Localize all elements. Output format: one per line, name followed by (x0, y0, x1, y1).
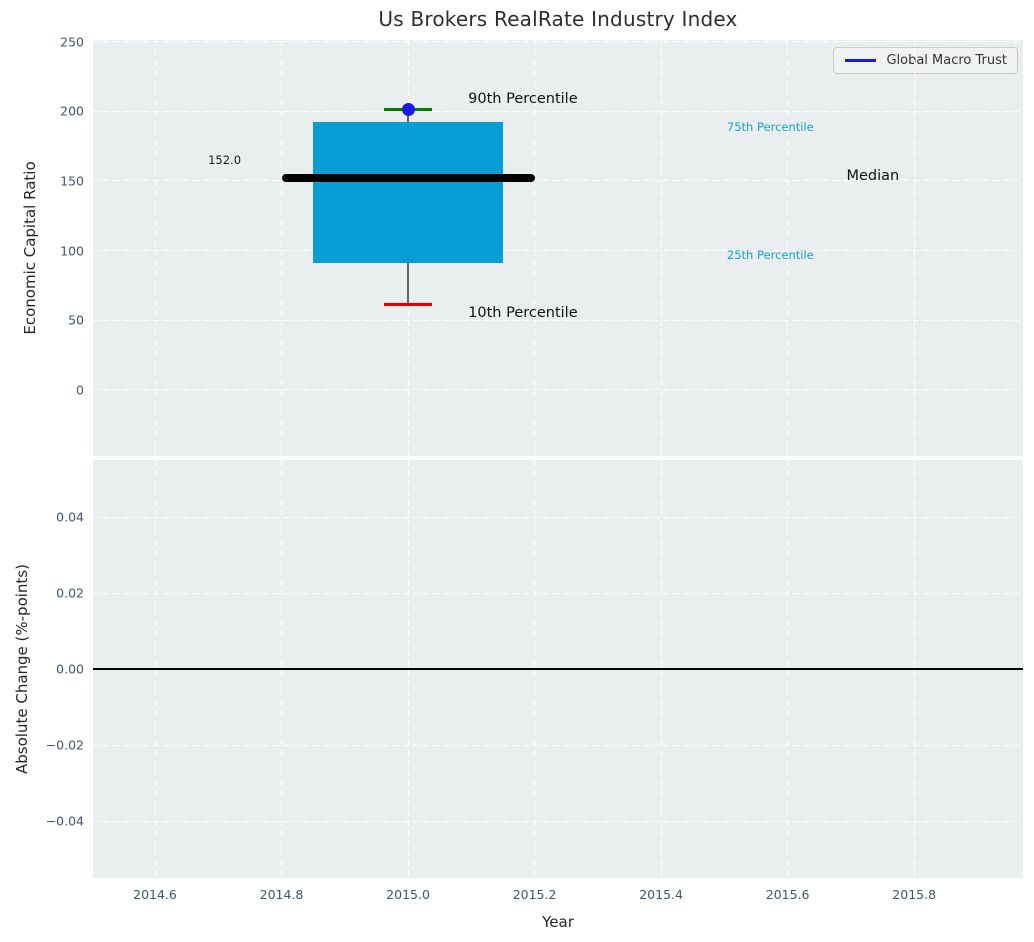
gridline-horizontal (93, 110, 1023, 112)
y-tick-label: 0 (76, 382, 84, 398)
y-tick-label: 0.02 (56, 585, 84, 601)
annotation-75th-percentile: 75th Percentile (726, 120, 814, 135)
y-tick-label: −0.02 (45, 737, 84, 753)
gridline-vertical (913, 40, 915, 456)
gridline-horizontal (93, 389, 1023, 391)
gridline-vertical (281, 40, 283, 456)
y-axis-label-bottom: Absolute Change (%-points) (13, 564, 31, 774)
x-tick-label: 2015.0 (386, 887, 430, 902)
whisker-cap-10th (384, 303, 433, 307)
legend-label: Global Macro Trust (886, 53, 1007, 68)
x-tick-label: 2015.6 (765, 887, 810, 902)
gridline-vertical (787, 40, 789, 456)
x-tick-label: 2015.8 (892, 887, 937, 902)
absolute-change-axes: 2014.6 2014.8 2015.0 2015.2 2015.4 2015.6 2015… (46, 460, 1023, 902)
annotation-10th-percentile: 10th Percentile (468, 304, 578, 321)
y-tick-label: 200 (60, 103, 84, 119)
y-tick-label: 150 (60, 173, 84, 189)
gridline-horizontal (93, 41, 1023, 43)
gridline-horizontal (93, 592, 1023, 594)
y-tick-label: 100 (60, 243, 84, 259)
gridline-horizontal (93, 516, 1023, 518)
gridline-vertical (534, 40, 536, 456)
annotation-median: Median (846, 168, 900, 185)
annotation-25th-percentile: 25th Percentile (726, 247, 814, 262)
y-tick-label: 0.00 (56, 661, 84, 677)
annotation-152-0: 152.0 (208, 153, 242, 168)
gridline-vertical (154, 40, 156, 456)
gridline-horizontal (93, 319, 1023, 321)
gridline-horizontal (93, 744, 1023, 746)
box-rect (313, 122, 503, 264)
gridline-vertical (660, 40, 662, 456)
y-tick-label: 50 (68, 312, 84, 328)
x-tick-label: 2015.4 (639, 887, 683, 902)
gridline-horizontal (93, 820, 1023, 822)
legend-line-icon (845, 59, 877, 62)
gridline-horizontal (93, 180, 1023, 182)
x-axis-label: Year (542, 913, 574, 931)
y-axis-label-top: Economic Capital Ratio (21, 161, 39, 335)
chart-title: Us Brokers RealRate Industry Index (378, 7, 738, 31)
y-tick-label: 250 (60, 34, 84, 50)
y-tick-label: 0.04 (56, 509, 84, 525)
zero-line (93, 668, 1023, 670)
company-marker-dot (401, 103, 415, 117)
x-tick-label: 2014.8 (259, 887, 304, 902)
legend: Global Macro Trust (833, 47, 1018, 74)
x-tick-label: 2014.6 (133, 887, 177, 902)
x-tick-label: 2015.2 (512, 887, 557, 902)
annotation-90th-percentile: 90th Percentile (468, 91, 578, 108)
gridline-horizontal (93, 250, 1023, 252)
economic-capital-ratio-axes: Global Macro Trust 0 50 100 150 200 250 152.0 9… (60, 34, 1023, 456)
median-line (281, 174, 535, 183)
y-tick-label: −0.04 (45, 813, 84, 829)
